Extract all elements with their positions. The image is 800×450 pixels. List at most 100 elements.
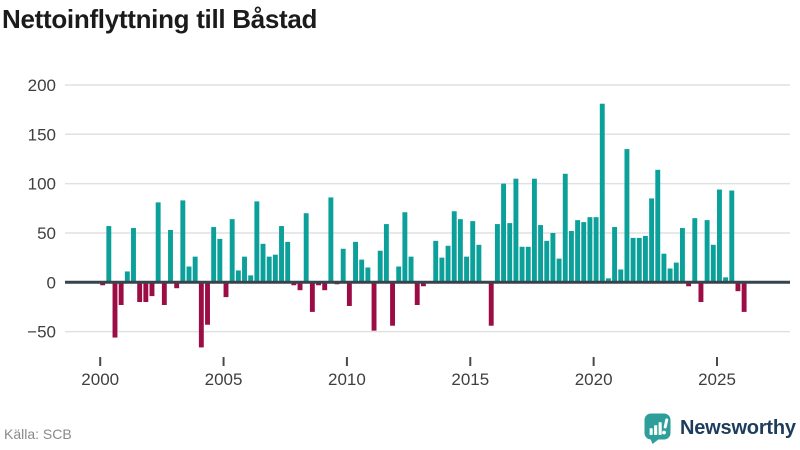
bar-2024Q2 xyxy=(698,282,704,303)
bar-2016Q4 xyxy=(513,178,519,283)
bar-2003Q3 xyxy=(186,266,192,283)
bar-2025Q4 xyxy=(735,282,741,292)
bar-2008Q3 xyxy=(309,282,315,312)
bar-2010Q2 xyxy=(353,241,358,283)
bar-2009Q1 xyxy=(322,282,328,291)
x-tick-label: 2005 xyxy=(205,370,243,389)
bar-2003Q2 xyxy=(180,200,186,283)
bar-2000Q3 xyxy=(112,282,118,338)
bar-2021Q1 xyxy=(618,269,624,283)
bar-2008Q2 xyxy=(303,213,309,283)
bar-2006Q4 xyxy=(266,256,272,283)
bar-2021Q4 xyxy=(636,237,642,283)
bar-2016Q3 xyxy=(507,223,513,283)
bar-2001Q3 xyxy=(137,282,143,303)
bar-2009Q4 xyxy=(340,248,346,283)
bar-2004Q2 xyxy=(205,282,210,325)
bar-2012Q1 xyxy=(396,266,402,283)
bar-2011Q4 xyxy=(390,282,395,326)
source-caption: Källa: SCB xyxy=(4,426,72,442)
x-tick-label: 2000 xyxy=(81,370,119,389)
x-tick-label: 2025 xyxy=(698,370,736,389)
bar-2000Q2 xyxy=(106,226,112,283)
bar-2008Q1 xyxy=(297,282,303,291)
bar-2003Q4 xyxy=(192,256,198,283)
bar-2013Q1 xyxy=(420,282,426,287)
y-tick-label: 200 xyxy=(28,76,56,95)
bar-2017Q2 xyxy=(525,246,531,283)
bar-2001Q4 xyxy=(143,282,149,303)
newsworthy-logo-text: Newsworthy xyxy=(680,417,796,439)
exclamation-glyph xyxy=(662,418,669,435)
bar-2021Q3 xyxy=(630,237,636,283)
bar-2016Q2 xyxy=(501,183,507,283)
y-tick-label: 0 xyxy=(47,273,56,292)
bar-2024Q4 xyxy=(710,244,716,283)
bar-2014Q3 xyxy=(457,219,463,283)
bar-2001Q1 xyxy=(124,271,130,283)
bar-2019Q4 xyxy=(587,217,593,283)
bar-2022Q4 xyxy=(661,253,667,283)
bar-2006Q2 xyxy=(254,201,260,283)
bar-2005Q3 xyxy=(235,270,241,283)
bar-2005Q2 xyxy=(229,219,235,283)
newsworthy-logo: Newsworthy xyxy=(644,413,796,444)
bar-2022Q3 xyxy=(655,169,661,283)
bar-2014Q4 xyxy=(464,256,470,283)
bar-2020Q1 xyxy=(593,217,599,283)
bar-2018Q1 xyxy=(544,240,550,283)
bar-2019Q1 xyxy=(568,230,574,283)
bar-2006Q1 xyxy=(248,275,254,283)
bar-2007Q2 xyxy=(279,226,284,283)
bar-2018Q2 xyxy=(550,232,556,283)
bar-2023Q1 xyxy=(667,268,673,283)
bar-2018Q3 xyxy=(556,258,562,283)
bar-2024Q1 xyxy=(692,218,698,283)
bar-2024Q3 xyxy=(704,220,710,283)
bar-2000Q4 xyxy=(118,282,124,305)
bar-2019Q2 xyxy=(575,220,581,283)
bar-2005Q4 xyxy=(242,256,247,283)
bar-2003Q1 xyxy=(174,282,180,289)
bar-2011Q1 xyxy=(371,282,377,331)
bar-2004Q4 xyxy=(217,238,223,283)
x-tick-label: 2015 xyxy=(451,370,489,389)
bar-2023Q2 xyxy=(673,262,679,283)
y-tick-label: 150 xyxy=(28,125,56,144)
bar-2013Q3 xyxy=(433,240,439,283)
bar-2002Q2 xyxy=(155,202,161,283)
bar-2014Q2 xyxy=(451,211,457,283)
bar-2010Q4 xyxy=(365,267,371,283)
bar-2001Q2 xyxy=(131,228,136,283)
bar-2007Q3 xyxy=(285,241,291,283)
bar-2002Q3 xyxy=(161,282,167,305)
bar-2007Q1 xyxy=(272,254,278,283)
bar-2017Q1 xyxy=(519,246,525,283)
bar-2022Q2 xyxy=(649,198,655,283)
bar-2004Q3 xyxy=(211,227,217,283)
y-tick-label: 50 xyxy=(37,224,56,243)
bar-2012Q4 xyxy=(414,282,420,305)
bar-2023Q4 xyxy=(686,282,692,287)
x-tick-label: 2010 xyxy=(328,370,366,389)
bar-2014Q1 xyxy=(445,245,451,283)
bar-2025Q1 xyxy=(717,189,722,283)
bar-2020Q3 xyxy=(605,278,611,283)
bar-2012Q3 xyxy=(408,256,414,283)
bar-2011Q3 xyxy=(383,224,389,283)
bar-2005Q1 xyxy=(223,282,229,298)
bar-2018Q4 xyxy=(562,173,568,283)
bar-2021Q2 xyxy=(624,149,630,283)
bar-2012Q2 xyxy=(402,212,408,283)
x-tick-label: 2020 xyxy=(575,370,613,389)
bar-2026Q1 xyxy=(741,282,747,312)
bar-2019Q3 xyxy=(581,222,587,283)
bar-2004Q1 xyxy=(198,282,204,348)
bar-2025Q2 xyxy=(723,277,729,283)
bar-2020Q2 xyxy=(599,103,605,283)
bar-2011Q2 xyxy=(377,250,383,283)
bar-2025Q3 xyxy=(729,190,735,283)
bar-2017Q3 xyxy=(531,178,537,283)
bar-2015Q1 xyxy=(470,221,476,283)
